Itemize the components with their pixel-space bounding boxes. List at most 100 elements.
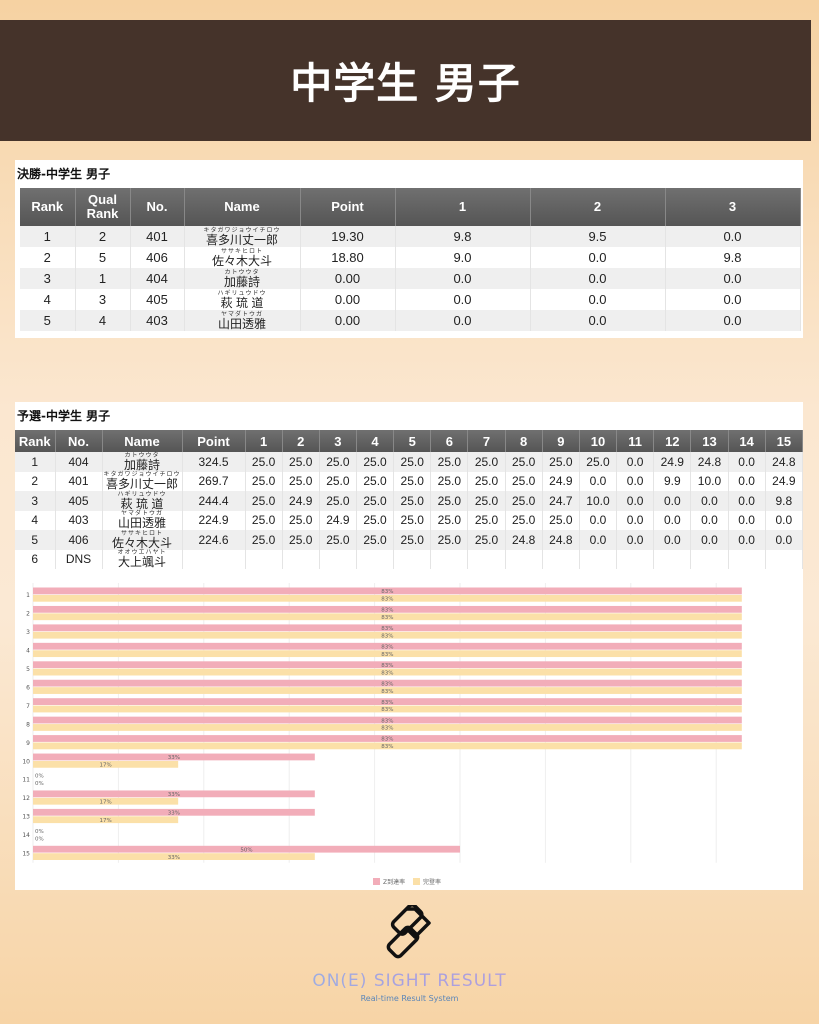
rank-cell: 1 [20,226,76,247]
data-label: 83% [381,670,393,676]
column-header: 2 [530,188,666,226]
score-cell: 0.0 [728,491,766,511]
data-label: 83% [381,626,393,632]
name-kanji: 加藤詩 [223,274,260,289]
table-row: 6 DNS オオウエハヤト 大上颯斗 [15,549,804,569]
score-cell: 25.0 [430,510,469,530]
bar [33,853,315,860]
table-row: 5 406 ササキヒロト 佐々木大斗 224.6 25.0 25.0 25.0 25.0 25.0… [15,530,804,550]
score-cell: 9.8 [395,226,531,247]
bar [33,735,742,742]
category-label: 3 [26,629,30,636]
score-cell [579,549,618,569]
bar [33,845,460,853]
data-label: 83% [381,707,393,713]
rank-cell: 5 [20,310,76,331]
score-cell: 25.0 [282,452,320,472]
score-cell: 0.0 [690,491,729,511]
athlete-name: オオウエハヤト 大上颯斗 [103,550,182,568]
score-cell: 24.9 [653,452,692,472]
score-cell: 0.0 [395,289,531,310]
score-cell: 25.0 [579,452,618,472]
no-cell: 403 [130,310,185,331]
score-cell: 0.0 [579,510,618,530]
bar [33,808,315,816]
bar [33,753,315,761]
score-cell: 0.0 [765,510,804,530]
bar [33,631,742,639]
score-cell: 0.0 [690,510,729,530]
column-header: 9 [542,430,580,452]
score-cell: 25.0 [282,510,320,530]
score-cell: 0.0 [530,289,666,310]
column-header: Qual Rank [75,188,131,226]
final-results-table: Rank Qual Rank No. Name Point 1 2 3 1 2 401 キタガワジョウ… [20,188,801,331]
no-cell: 405 [55,491,103,511]
name-furigana: オオウエハヤト [117,550,167,557]
score-cell: 24.9 [319,510,357,530]
name-cell: ヤマダトウガ 山田透雅 [102,510,183,530]
score-cell: 25.0 [245,491,283,511]
name-furigana: カトウウタ [124,452,160,459]
data-label: 33% [168,811,180,817]
athlete-name: カトウウタ 加藤詩 [103,453,182,471]
bar [33,613,742,621]
point-cell: 224.6 [182,530,246,550]
score-cell: 24.8 [505,530,543,550]
column-header: No. [130,188,185,226]
name-kanji: 佐々木大斗 [111,535,172,550]
rank-cell: 4 [20,289,76,310]
no-cell: 401 [130,226,185,247]
bar [33,705,742,713]
score-cell: 9.5 [530,226,666,247]
qualifier-results-table: Rank No. Name Point 1 2 3 4 5 6 7 8 9 10 11 12 13 14 15 1 40… [15,430,804,569]
bar [33,760,179,768]
data-label: 50% [240,847,252,853]
score-cell: 9.8 [765,491,804,511]
score-cell: 24.7 [542,491,580,511]
bar [33,668,742,676]
bar [33,679,742,687]
score-cell: 25.0 [542,510,580,530]
point-cell: 224.9 [182,510,246,530]
legend-label: 完登率 [423,878,441,886]
name-furigana: ハギリュウドウ [117,491,167,498]
data-label: 33% [168,755,180,761]
name-furigana: カトウウタ [224,269,260,276]
score-cell: 25.0 [356,452,395,472]
score-cell: 25.0 [430,452,469,472]
score-cell: 25.0 [319,530,357,550]
column-header: Name [184,188,301,226]
data-label: 83% [381,681,393,687]
score-cell [728,549,766,569]
name-cell: オオウエハヤト 大上颯斗 [102,549,183,569]
legend-swatch [373,878,380,885]
name-cell: カトウウタ 加藤詩 [102,452,183,472]
score-cell: 25.0 [430,491,469,511]
name-furigana: キタガワジョウイチロウ [103,472,181,479]
qual-rank-cell: 1 [75,268,131,289]
name-kanji: 喜多川丈一郎 [205,232,278,247]
data-label: 83% [381,597,393,603]
column-header: 15 [765,430,804,452]
score-cell: 0.0 [616,510,655,530]
rank-cell: 4 [15,510,56,530]
name-kanji: 大上颯斗 [117,555,166,570]
name-cell: キタガワジョウイチロウ 喜多川丈一郎 [184,226,301,247]
point-cell: 0.00 [300,310,396,331]
data-label: 17% [99,799,111,805]
table-row: 2 401 キタガワジョウイチロウ 喜多川丈一郎 269.7 25.0 25.0 25.0 25… [15,471,804,491]
athlete-name: カトウウタ 加藤詩 [185,270,300,288]
score-cell [319,549,357,569]
name-cell: ササキヒロト 佐々木大斗 [102,530,183,550]
brand-tagline: Real-time Result System [360,994,459,1003]
name-cell: キタガワジョウイチロウ 喜多川丈一郎 [102,471,183,491]
score-cell [430,549,469,569]
score-cell: 25.0 [282,530,320,550]
score-cell: 25.0 [245,452,283,472]
score-cell: 25.0 [319,452,357,472]
data-label: 83% [381,644,393,650]
category-label: 5 [26,666,30,673]
final-title: 決勝-中学生 男子 [17,167,111,181]
data-label: 0% [35,836,44,842]
